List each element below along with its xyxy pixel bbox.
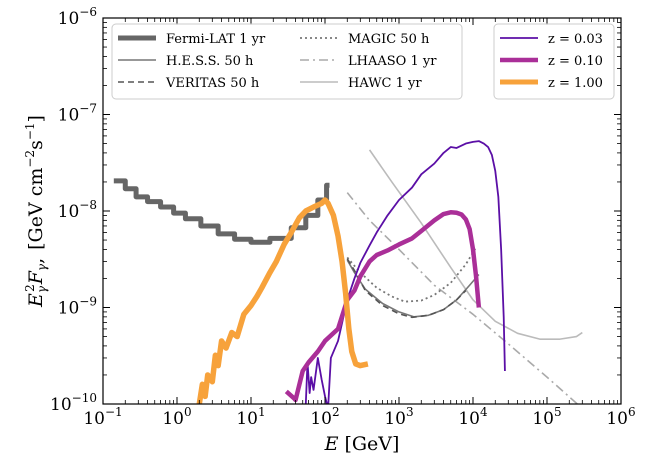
x-tick-label: 102 [310,405,339,429]
series-veritas [346,258,467,319]
legend-label-fermi: Fermi-LAT 1 yr [166,32,266,47]
series-z100 [196,197,369,404]
y-axis-title-unit2: s [25,140,47,150]
y-tick-label: 10−6 [58,5,97,29]
svg-text:Eγ2Fγ,[GeV cm−2s−1]: Eγ2Fγ,[GeV cm−2s−1] [23,115,49,308]
y-axis-title-var1: E [25,293,47,308]
x-tick-label: 10−1 [83,405,122,429]
svg-text:E[GeV]: E [GeV] [324,433,400,455]
legend-label-z010: z = 0.10 [548,54,603,69]
legend-label-magic: MAGIC 50 h [348,32,430,47]
ticks-layer: 10−1 100 101 102 103 104 105 106 10−10 10−9 10−8 10… [50,5,636,429]
series-z003 [304,140,506,404]
x-tick-label: 104 [458,405,488,429]
legend-label-lhaaso: LHAASO 1 yr [348,54,437,69]
series-layer [113,140,583,404]
x-axis-title-var: E [324,433,339,455]
plot-frame [102,17,622,405]
series-lhaaso [346,192,579,404]
legend-left: Fermi-LAT 1 yr H.E.S.S. 50 h VERITAS 50 h M… [111,23,463,100]
x-tick-label: 103 [384,405,413,429]
y-tick-label: 10−8 [58,198,97,222]
y-axis-title-unit: [GeV cm [25,168,47,250]
legend-label-hess: H.E.S.S. 50 h [166,54,254,69]
series-magic [346,246,477,303]
series-hawc [368,149,583,340]
legend-label-z003: z = 0.03 [548,32,603,47]
y-tick-label: 10−10 [50,391,97,415]
x-tick-label: 100 [162,405,191,429]
series-fermi [113,178,330,245]
legend-label-z100: z = 1.00 [548,76,603,91]
x-tick-label: 106 [606,405,635,429]
y-axis-title-close: ] [25,115,47,122]
legend-label-veritas: VERITAS 50 h [165,76,260,91]
y-tick-label: 10−7 [58,102,97,126]
y-tick-label: 10−9 [58,295,97,319]
legend-label-hawc: HAWC 1 yr [348,76,422,91]
x-axis-title: E [GeV] [324,433,400,455]
legend-left-box [111,23,463,100]
x-tick-label: 105 [532,405,561,429]
x-tick-label: 101 [236,405,265,429]
series-z010 [284,210,482,403]
x-axis-title-unit: [GeV] [344,433,399,455]
legend-right: z = 0.03 z = 0.10 z = 1.00 [493,23,615,100]
y-axis-title: Eγ2Fγ,[GeV cm−2s−1] [23,115,49,308]
